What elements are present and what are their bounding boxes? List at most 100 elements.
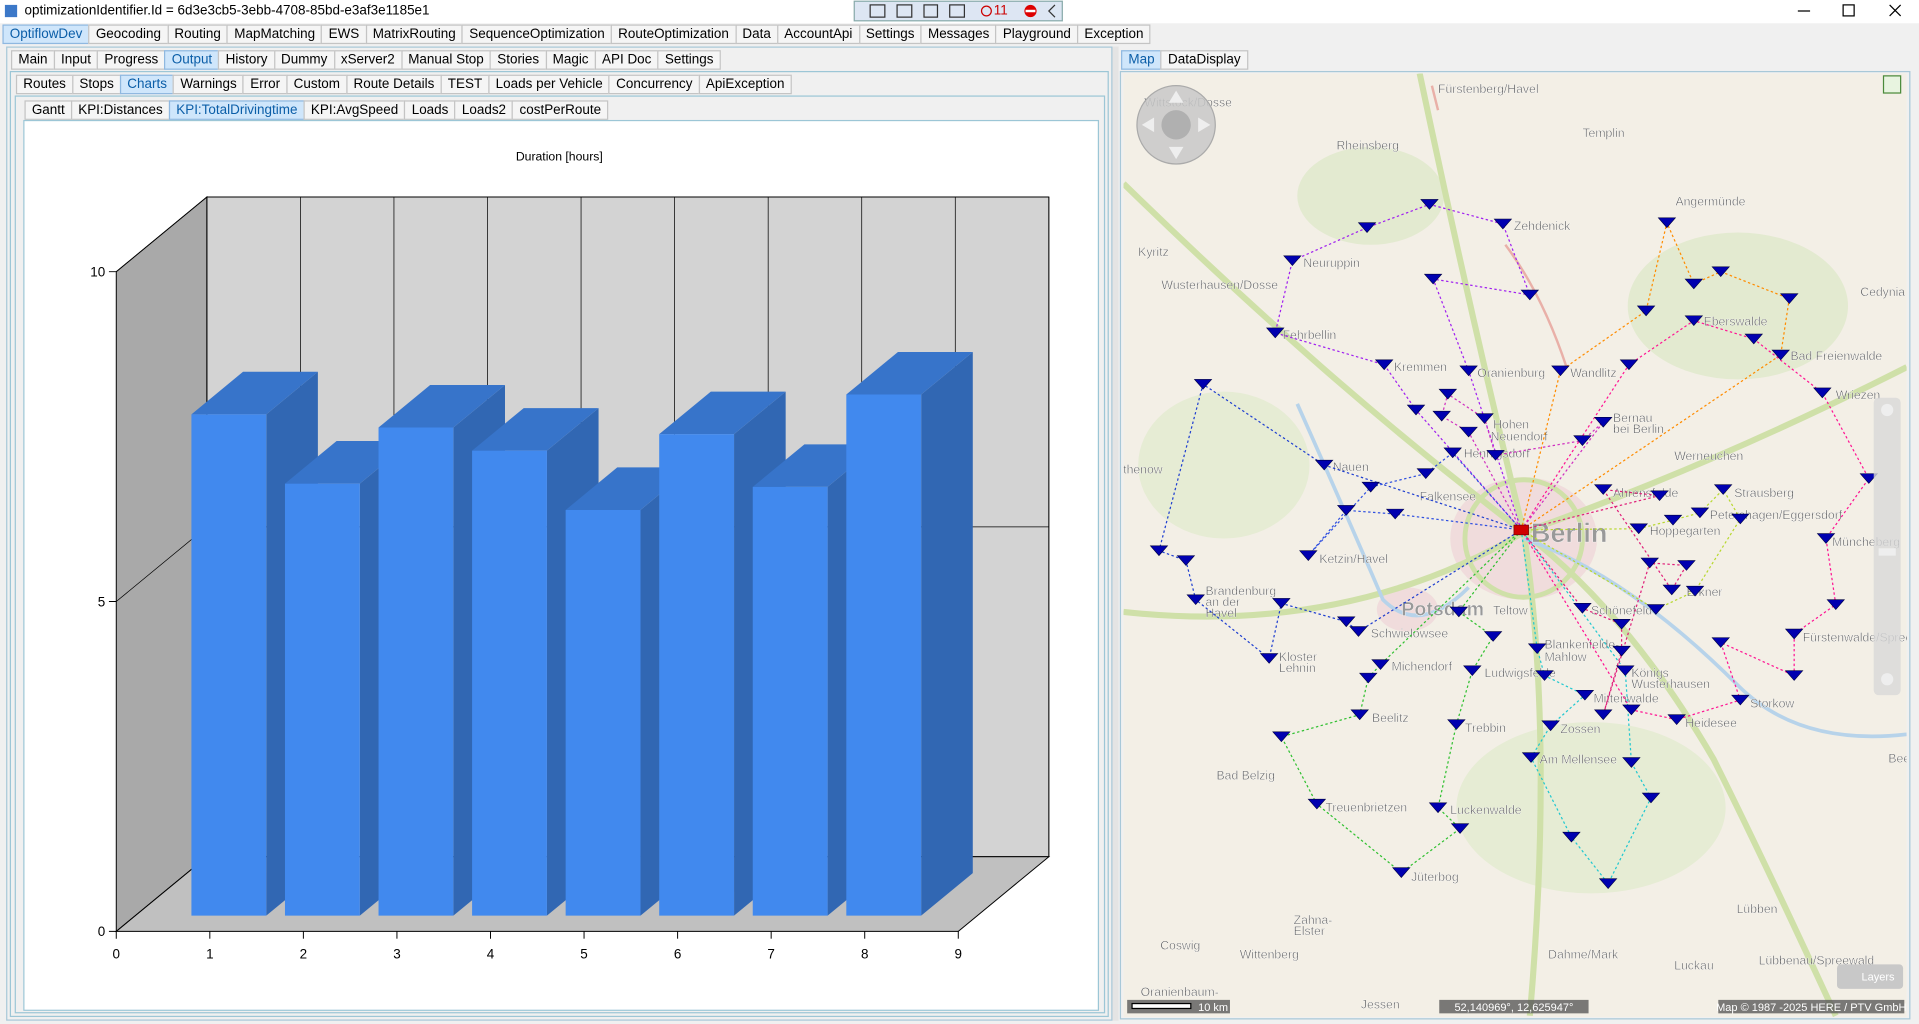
x-tick-label: 7 xyxy=(767,946,774,961)
stop-marker xyxy=(1359,672,1378,684)
map-label: Wittenberg xyxy=(1240,947,1299,961)
x-tick-label: 4 xyxy=(487,946,495,961)
stop-marker xyxy=(1406,404,1426,416)
tab[interactable]: TEST xyxy=(440,74,490,95)
tab[interactable]: Messages xyxy=(920,24,997,45)
tab[interactable]: Error xyxy=(242,74,288,95)
stop-marker xyxy=(1176,555,1196,566)
tool-icon[interactable] xyxy=(923,4,939,18)
splitter[interactable] xyxy=(1112,46,1119,1021)
zoom-out[interactable] xyxy=(1881,673,1894,686)
stop-marker xyxy=(1731,513,1750,525)
tool-icon[interactable] xyxy=(869,4,886,18)
tab[interactable]: Concurrency xyxy=(608,74,700,95)
stop-marker xyxy=(1266,327,1285,339)
tool-icon[interactable] xyxy=(896,4,913,18)
bar xyxy=(752,486,828,916)
tab[interactable]: Custom xyxy=(286,74,348,95)
tab[interactable]: MapMatching xyxy=(226,24,323,45)
map-label: Fürstenberg/Havel xyxy=(1438,82,1539,96)
tab[interactable]: DataDisplay xyxy=(1160,50,1248,70)
tab[interactable]: Geocoding xyxy=(88,24,169,45)
tab[interactable]: KPI:AvgSpeed xyxy=(303,100,406,120)
route xyxy=(1307,451,1522,557)
stop-marker xyxy=(1336,505,1356,516)
tab[interactable]: Loads2 xyxy=(454,100,514,120)
tab[interactable]: Routing xyxy=(167,24,229,45)
close-button[interactable] xyxy=(1889,4,1902,17)
stop-marker xyxy=(1771,349,1790,361)
tab[interactable]: ApiException xyxy=(698,74,792,95)
map-label: Cedynia xyxy=(1860,285,1905,299)
tab[interactable]: Progress xyxy=(97,50,166,70)
layer-toggle[interactable] xyxy=(1882,75,1902,94)
stop-marker xyxy=(1612,618,1631,630)
tab[interactable]: Settings xyxy=(657,50,721,70)
stop-marker xyxy=(1432,410,1451,422)
tab[interactable]: API Doc xyxy=(594,50,659,70)
stop-marker xyxy=(1684,315,1704,327)
tab[interactable]: costPerRoute xyxy=(512,100,609,120)
tab[interactable]: OptiflowDev xyxy=(2,24,90,45)
tab[interactable]: Gantt xyxy=(24,100,73,120)
tab[interactable]: Manual Stop xyxy=(400,50,492,70)
tab[interactable]: Map xyxy=(1121,50,1162,70)
tab[interactable]: Playground xyxy=(995,24,1079,45)
maximize-button[interactable] xyxy=(1842,4,1855,17)
map-label: Kyritz xyxy=(1138,245,1169,259)
tab[interactable]: Route Details xyxy=(346,74,442,95)
map-label: Neuendorf xyxy=(1491,430,1549,444)
stop-marker xyxy=(1598,878,1618,889)
forest xyxy=(1138,391,1310,539)
tab[interactable]: RouteOptimization xyxy=(610,24,737,45)
map-label: Elster xyxy=(1294,924,1325,938)
tab[interactable]: Dummy xyxy=(273,50,335,70)
tab[interactable]: Charts xyxy=(119,74,175,95)
map-label: Königs xyxy=(1631,666,1668,680)
tab[interactable]: xServer2 xyxy=(333,50,403,70)
stop-marker xyxy=(1272,598,1291,609)
main-tabs: Main Input Progress Output History Dummy xServ… xyxy=(11,50,721,70)
tab[interactable]: Exception xyxy=(1077,24,1151,45)
zoom-slider[interactable] xyxy=(1873,397,1901,696)
tab[interactable]: Loads xyxy=(404,100,456,120)
map-label: Lübbenau/Spreewald xyxy=(1759,953,1875,967)
tab[interactable]: Magic xyxy=(545,50,596,70)
tab[interactable]: KPI:Distances xyxy=(70,100,171,120)
stop-marker xyxy=(1527,643,1547,655)
menu-tabs: OptiflowDev Geocoding Routing MapMatching EW… xyxy=(2,24,1151,45)
tab[interactable]: History xyxy=(218,50,275,70)
stop-marker xyxy=(1573,435,1592,446)
tab[interactable]: MatrixRouting xyxy=(365,24,464,45)
layers-button[interactable] xyxy=(1837,964,1904,989)
pan-center[interactable] xyxy=(1161,110,1191,140)
tab[interactable]: KPI:TotalDrivingtime xyxy=(168,100,305,120)
stop-marker xyxy=(1493,218,1513,230)
tab[interactable]: SequenceOptimization xyxy=(461,24,613,45)
tab[interactable]: Settings xyxy=(858,24,922,45)
tab[interactable]: Main xyxy=(11,50,55,70)
stop-marker xyxy=(1684,278,1704,290)
tab[interactable]: Routes xyxy=(15,74,74,95)
tab[interactable]: Warnings xyxy=(173,74,245,95)
tab[interactable]: EWS xyxy=(321,24,367,45)
tab[interactable]: Stories xyxy=(489,50,547,70)
tab[interactable]: Output xyxy=(164,50,220,70)
tab[interactable]: Input xyxy=(53,50,99,70)
stop-marker xyxy=(1640,557,1659,569)
map[interactable]: Fürstenberg/HavelWittstock/DosseTemplinR… xyxy=(1123,73,1907,1018)
stop-marker xyxy=(1486,450,1505,461)
tab[interactable]: Data xyxy=(735,24,779,45)
tab[interactable]: Loads per Vehicle xyxy=(488,74,611,95)
zoom-in[interactable] xyxy=(1881,403,1894,417)
zoom-thumb[interactable] xyxy=(1878,548,1896,556)
river xyxy=(1523,536,1907,739)
tab[interactable]: AccountApi xyxy=(776,24,860,45)
stop-marker xyxy=(1443,447,1462,459)
collapse-icon[interactable] xyxy=(1047,4,1056,18)
depot-marker xyxy=(1513,524,1529,536)
stop-marker xyxy=(1629,523,1648,535)
tool-icon[interactable] xyxy=(949,4,966,18)
y-tick-label: 0 xyxy=(98,924,105,939)
tab[interactable]: Stops xyxy=(72,74,122,95)
